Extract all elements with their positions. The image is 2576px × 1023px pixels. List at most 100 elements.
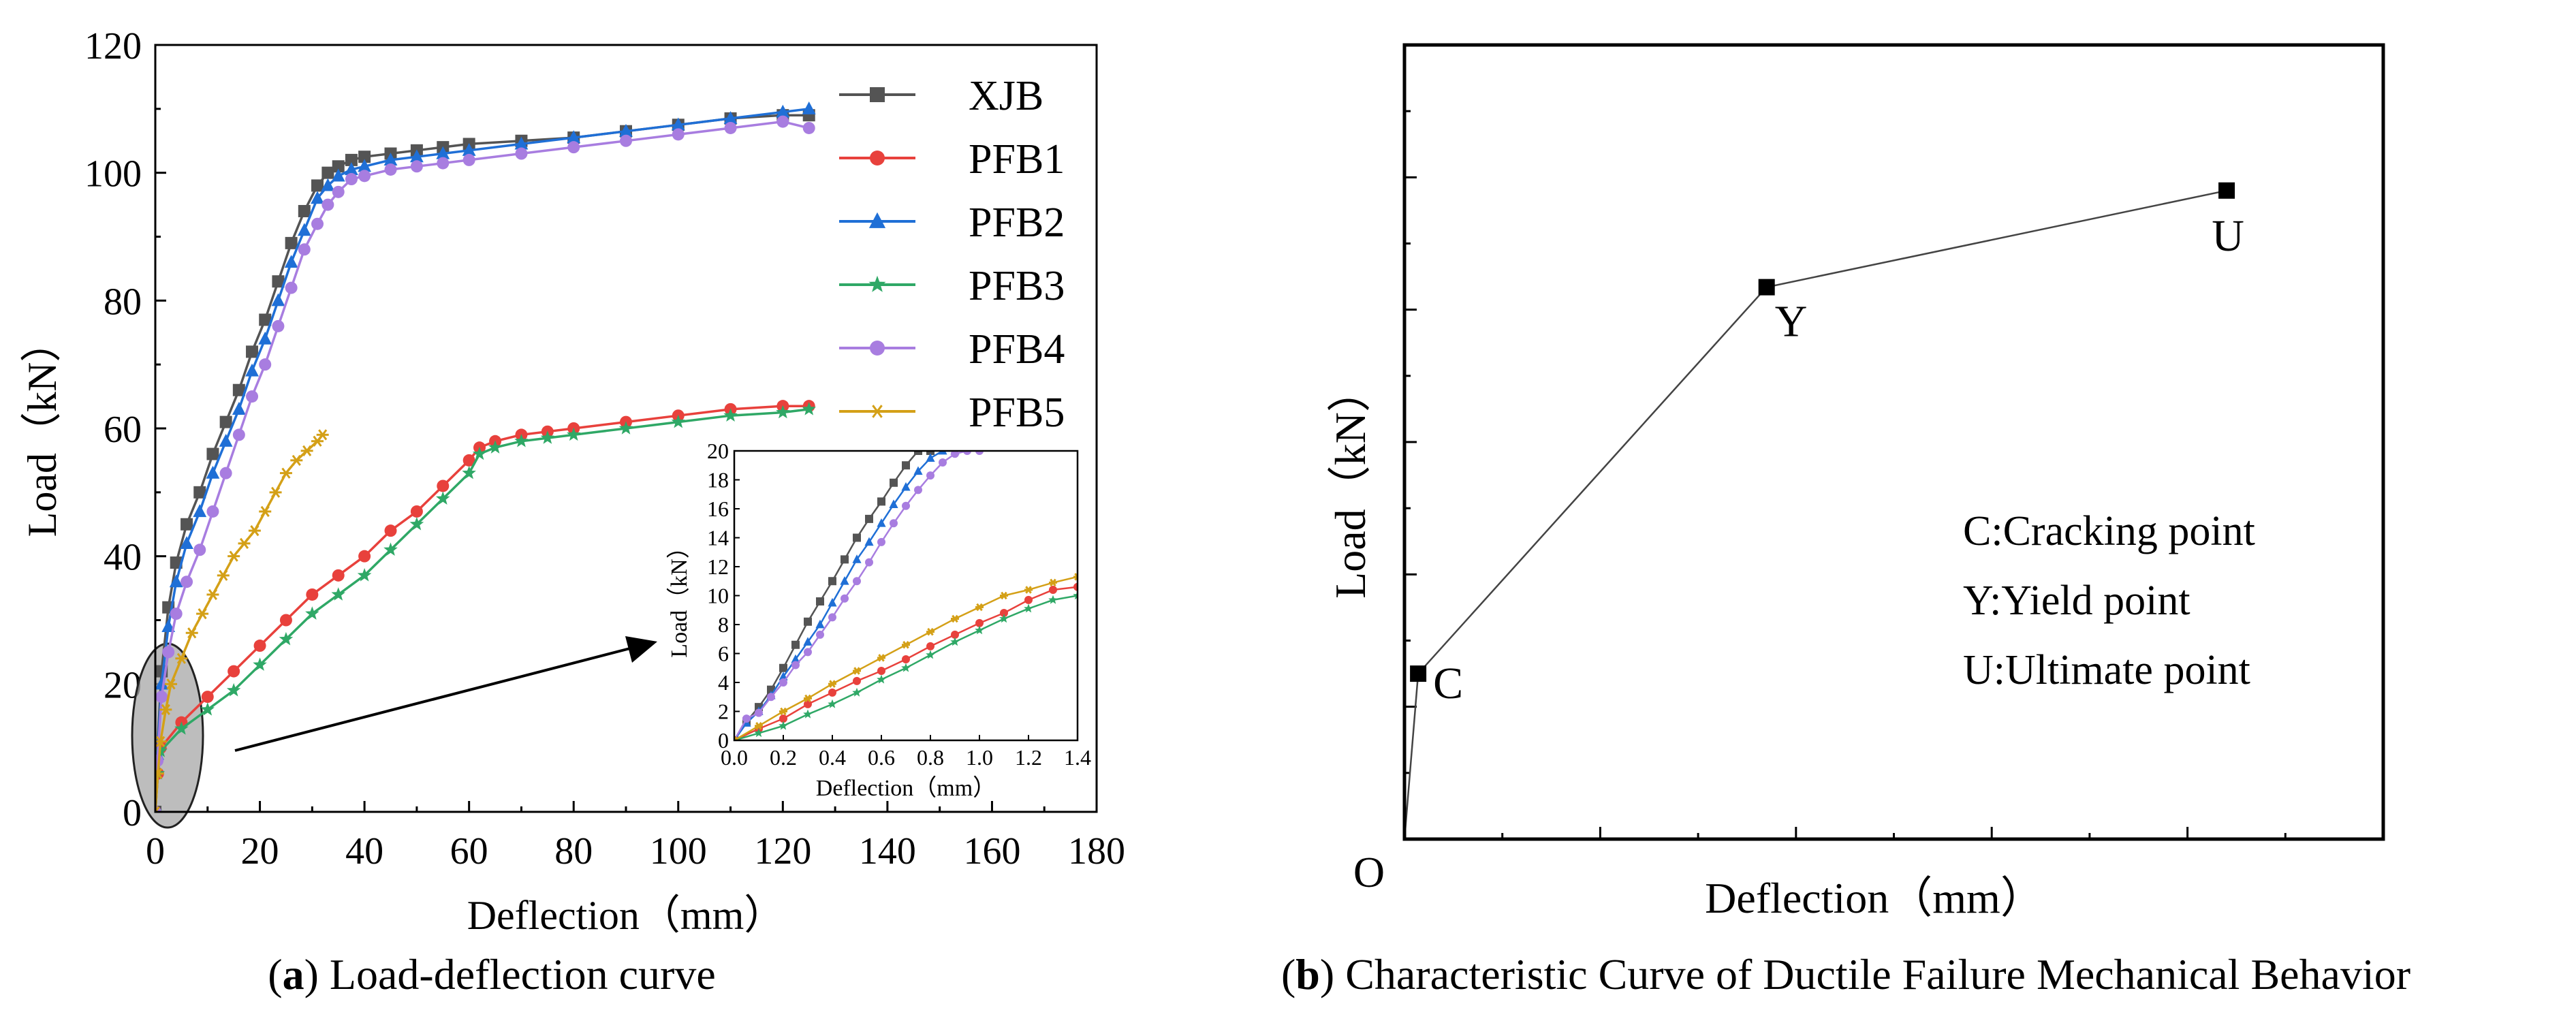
point-pfb1 [437, 479, 450, 492]
point-xjb [232, 383, 245, 396]
point-xjb [311, 179, 324, 192]
inset-point-pfb5 [804, 694, 812, 703]
point-pfb2 [155, 676, 169, 690]
inset-xtick-label: 0.8 [917, 745, 944, 770]
inset-point-pfb4 [926, 471, 934, 480]
point-pfb2 [161, 619, 176, 632]
inset-point-xjb [890, 478, 898, 487]
zoom-arrow-head-icon [625, 636, 657, 663]
inset-point-pfb3 [926, 650, 935, 659]
point-pfb3 [488, 440, 503, 454]
inset-point-pfb2 [791, 654, 800, 663]
point-pfb1 [332, 569, 345, 582]
b-frame [1402, 43, 2385, 841]
point-pfb2 [169, 574, 183, 588]
point-pfb3 [567, 427, 581, 441]
point-pfb2 [331, 168, 345, 182]
point-pfb4 [345, 173, 358, 186]
point-pfb4 [232, 428, 245, 441]
inset-point-pfb5 [755, 722, 763, 730]
point-pfb2 [180, 536, 193, 549]
point-pfb4 [219, 467, 232, 479]
point-pfb5 [175, 652, 188, 664]
point-pfb4 [437, 157, 450, 170]
a-ytick-label: 100 [84, 153, 142, 195]
point-pfb4 [246, 390, 259, 403]
inset-point-pfb4 [939, 458, 947, 467]
point-pfb2 [219, 433, 233, 447]
panel-b: C Y U O Deflection（mm） Load（kN） C:Cracking… [1281, 43, 2410, 998]
point-pfb4 [162, 646, 175, 659]
point-pfb4 [170, 608, 183, 620]
inset-point-pfb4 [975, 451, 984, 455]
point-pfb2 [436, 146, 450, 159]
point-pfb4 [462, 153, 475, 166]
a-xlabel: Deflection（mm） [467, 893, 785, 938]
inset-point-pfb3 [877, 674, 886, 684]
legend-marker-pfb1 [870, 151, 885, 166]
inset-point-xjb [828, 577, 836, 586]
point-pfb5 [269, 486, 282, 498]
inset-ytick-label: 20 [707, 439, 729, 463]
a-ytick-label: 120 [84, 25, 142, 67]
point-pfb4 [358, 170, 371, 183]
a-ytick-label: 80 [104, 281, 142, 323]
inset-point-pfb5 [951, 614, 959, 623]
point-pfb2 [619, 123, 633, 137]
inset-ytick-label: 6 [718, 642, 729, 666]
inset-point-pfb5 [1000, 591, 1008, 600]
point-pfb5 [185, 627, 198, 639]
inset-xtick-label: 0.2 [770, 745, 797, 770]
a-xtick-label: 0 [146, 830, 165, 872]
inset-xtick-label: 1.2 [1015, 745, 1042, 770]
point-pfb4 [410, 160, 423, 173]
inset-point-pfb3 [1024, 603, 1033, 613]
inset-point-pfb4 [755, 708, 763, 717]
point-pfb3 [802, 402, 816, 415]
inset-point-pfb4 [804, 648, 812, 657]
inset-point-pfb1 [975, 618, 984, 627]
point-pfb5 [238, 537, 251, 549]
point-pfb2 [311, 191, 324, 204]
point-pfb3 [174, 721, 189, 735]
point-pfb5 [206, 588, 219, 601]
a-series-group [155, 101, 816, 812]
a-xtick-label: 180 [1068, 830, 1125, 872]
inset-point-pfb5 [877, 654, 885, 662]
legend-marker-xjb [870, 87, 885, 102]
point-pfb3 [540, 430, 555, 444]
point-pfb5 [165, 678, 178, 690]
inset-point-pfb1 [779, 714, 787, 723]
inset-point-xjb [841, 555, 849, 564]
point-pfb4 [298, 243, 311, 256]
point-pfb4 [272, 319, 285, 332]
a-ytick-label: 40 [104, 537, 142, 579]
a-ytick-label: 60 [104, 409, 142, 451]
point-pfb2 [802, 101, 816, 114]
point-pfb2 [284, 255, 298, 268]
point-pfb3 [462, 465, 476, 479]
point-xjb [246, 345, 259, 358]
point-pfb2 [297, 223, 311, 236]
point-pfb2 [321, 178, 335, 191]
inset-point-pfb3 [975, 625, 984, 635]
inset-point-pfb2 [803, 637, 813, 646]
series-line-xjb [155, 114, 809, 812]
inset-point-pfb1 [804, 699, 812, 708]
a-xtick-label: 80 [554, 830, 593, 872]
inset-point-pfb5 [853, 667, 861, 675]
zoom-arrow-line [234, 647, 631, 752]
legend-marker-pfb5 [870, 405, 885, 418]
inset-point-xjb [779, 663, 787, 672]
point-pfb4 [155, 691, 168, 704]
inset-ytick-label: 8 [718, 612, 729, 637]
inset-point-pfb3 [779, 721, 788, 730]
point-pfb2 [514, 136, 529, 150]
point-pfb5 [290, 454, 303, 467]
inset-point-xjb [791, 640, 800, 649]
point-xjb [332, 160, 345, 173]
inset-point-pfb2 [852, 554, 862, 563]
inset-point-pfb1 [951, 630, 959, 639]
legend-label-pfb3: PFB3 [969, 263, 1065, 309]
inset-point-pfb4 [742, 714, 751, 723]
